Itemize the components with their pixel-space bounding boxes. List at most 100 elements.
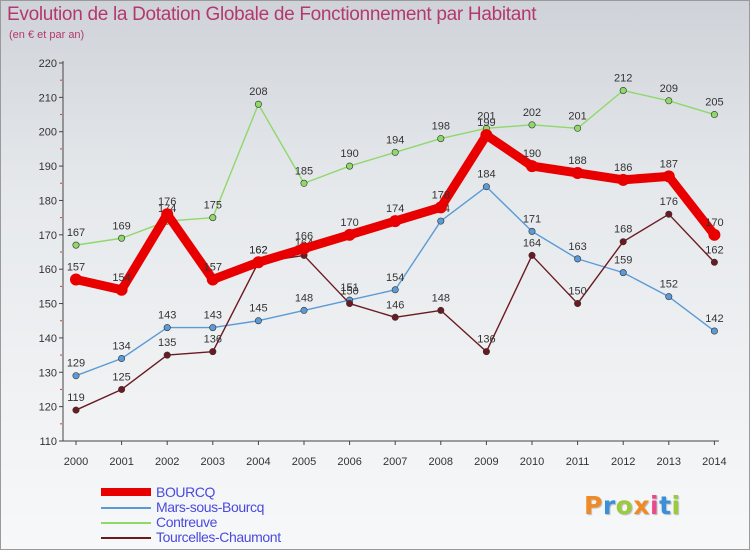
chart-title: Evolution de la Dotation Globale de Fonc… [7, 4, 537, 25]
data-label-BOURCQ: 199 [477, 117, 495, 129]
data-label-Contreuve: 175 [204, 200, 222, 212]
data-point-BOURCQ [708, 228, 721, 241]
data-label-BOURCQ: 190 [523, 148, 541, 160]
data-label-Mars-sous-Bourcq: 154 [386, 272, 404, 284]
data-point-Contreuve [346, 162, 354, 170]
legend-label: Mars-sous-Bourcq [156, 499, 264, 515]
legend-label: Tourcelles-Chaumont [156, 529, 281, 545]
data-label-Tourcelles-Chaumont: 164 [523, 237, 541, 249]
data-label-Tourcelles-Chaumont: 162 [249, 244, 267, 256]
data-label-Mars-sous-Bourcq: 145 [249, 303, 267, 315]
data-label-Contreuve: 205 [705, 97, 723, 109]
data-label-BOURCQ: 157 [67, 261, 85, 273]
data-point-Tourcelles-Chaumont [391, 313, 399, 321]
data-point-Tourcelles-Chaumont [528, 251, 536, 259]
y-tick-label: 220 [39, 58, 57, 70]
x-tick-label: 2012 [611, 456, 635, 468]
data-point-BOURCQ [434, 201, 447, 214]
x-tick-label: 2010 [520, 456, 544, 468]
data-point-Contreuve [665, 97, 673, 105]
x-tick-label: 2013 [657, 456, 681, 468]
data-point-Mars-sous-Bourcq [300, 306, 308, 314]
data-point-Contreuve [391, 148, 399, 156]
chart-subtitle: (en € et par an) [9, 29, 85, 41]
legend-swatch [101, 522, 151, 524]
data-point-Contreuve [710, 111, 718, 119]
data-label-Contreuve: 190 [340, 148, 358, 160]
data-point-Mars-sous-Bourcq [209, 324, 217, 332]
data-label-Mars-sous-Bourcq: 171 [523, 213, 541, 225]
data-point-Mars-sous-Bourcq [118, 355, 126, 363]
data-point-BOURCQ [662, 170, 675, 183]
logo-letter: P [584, 491, 603, 520]
data-label-BOURCQ: 170 [340, 217, 358, 229]
data-label-BOURCQ: 162 [249, 244, 267, 256]
data-label-Mars-sous-Bourcq: 151 [340, 282, 358, 294]
data-label-Tourcelles-Chaumont: 119 [67, 392, 85, 404]
data-label-Mars-sous-Bourcq: 163 [568, 241, 586, 253]
data-point-Tourcelles-Chaumont [574, 300, 582, 308]
data-label-Contreuve: 167 [67, 227, 85, 239]
legend-label: BOURCQ [156, 484, 216, 500]
data-point-Tourcelles-Chaumont [209, 348, 217, 356]
data-point-BOURCQ [206, 273, 219, 286]
data-label-BOURCQ: 188 [568, 155, 586, 167]
data-label-BOURCQ: 154 [112, 272, 130, 284]
data-point-Mars-sous-Bourcq [574, 255, 582, 263]
x-tick-label: 2001 [109, 456, 133, 468]
data-label-Contreuve: 208 [249, 86, 267, 98]
data-point-Tourcelles-Chaumont [619, 238, 627, 246]
y-tick-label: 170 [39, 230, 57, 242]
y-tick-label: 130 [39, 367, 57, 379]
legend-swatch [101, 507, 151, 509]
data-point-Contreuve [72, 241, 80, 249]
data-label-Mars-sous-Bourcq: 129 [67, 358, 85, 370]
data-label-Contreuve: 198 [432, 121, 450, 133]
data-label-BOURCQ: 178 [432, 189, 450, 201]
logo-letter: r [602, 491, 616, 520]
data-label-BOURCQ: 157 [204, 261, 222, 273]
data-point-BOURCQ [480, 129, 493, 142]
data-label-Mars-sous-Bourcq: 152 [660, 279, 678, 291]
data-label-Tourcelles-Chaumont: 148 [432, 292, 450, 304]
data-point-Tourcelles-Chaumont [72, 406, 80, 414]
data-label-Tourcelles-Chaumont: 136 [477, 334, 495, 346]
x-tick-label: 2006 [337, 456, 361, 468]
data-point-BOURCQ [115, 283, 128, 296]
data-point-Tourcelles-Chaumont [710, 258, 718, 266]
y-tick-label: 190 [39, 161, 57, 173]
x-tick-label: 2011 [566, 456, 590, 468]
data-label-Mars-sous-Bourcq: 148 [295, 292, 313, 304]
x-tick-label: 2005 [292, 456, 316, 468]
data-point-Contreuve [209, 214, 217, 222]
y-tick-label: 140 [39, 333, 57, 345]
y-tick-label: 120 [39, 402, 57, 414]
data-label-Mars-sous-Bourcq: 142 [705, 313, 723, 325]
logo-letter: i [671, 491, 681, 520]
data-label-Contreuve: 212 [614, 72, 632, 84]
data-point-Mars-sous-Bourcq [528, 227, 536, 235]
data-label-Contreuve: 201 [477, 110, 495, 122]
data-label-Contreuve: 185 [295, 165, 313, 177]
data-label-Mars-sous-Bourcq: 143 [204, 310, 222, 322]
data-point-Mars-sous-Bourcq [482, 183, 490, 191]
data-label-Mars-sous-Bourcq: 184 [477, 169, 495, 181]
data-label-Tourcelles-Chaumont: 146 [386, 299, 404, 311]
data-label-Tourcelles-Chaumont: 150 [340, 286, 358, 298]
data-point-Tourcelles-Chaumont [665, 210, 673, 218]
data-point-Tourcelles-Chaumont [482, 348, 490, 356]
data-point-Tourcelles-Chaumont [437, 306, 445, 314]
x-tick-label: 2007 [383, 456, 407, 468]
data-label-Tourcelles-Chaumont: 176 [660, 196, 678, 208]
y-tick-label: 150 [39, 299, 57, 311]
data-label-BOURCQ: 170 [705, 217, 723, 229]
data-point-Contreuve [528, 121, 536, 129]
data-label-BOURCQ: 186 [614, 162, 632, 174]
data-point-BOURCQ [526, 160, 538, 173]
logo-letter: x [633, 491, 650, 520]
y-tick-label: 110 [39, 436, 57, 448]
data-label-Tourcelles-Chaumont: 150 [568, 286, 586, 298]
y-tick-label: 160 [39, 264, 57, 276]
x-tick-label: 2008 [429, 456, 453, 468]
